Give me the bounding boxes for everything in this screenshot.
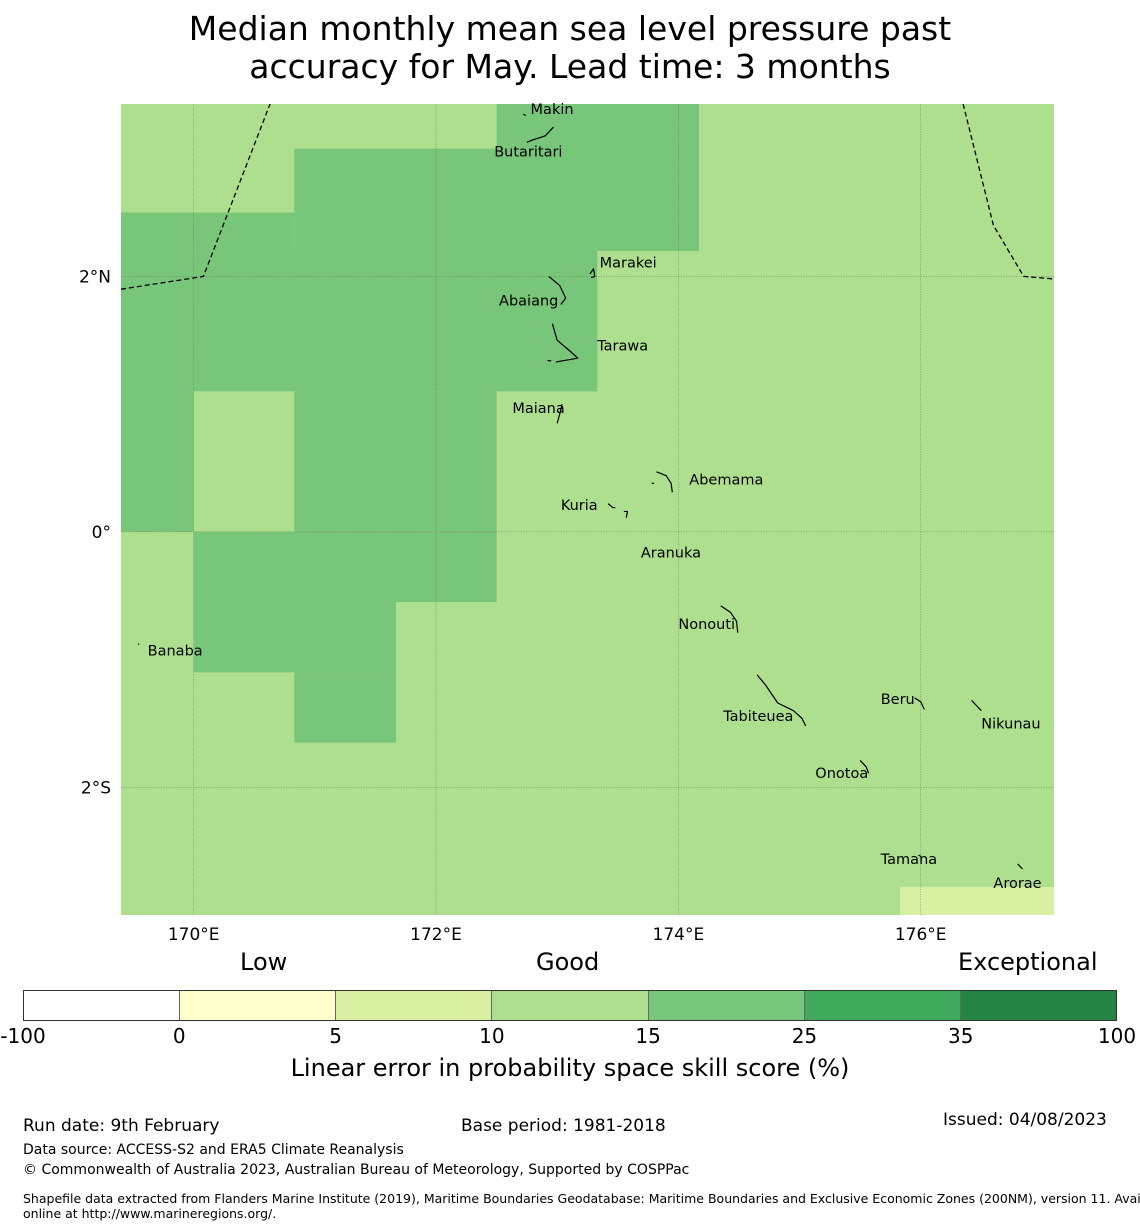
lat-tick-label: 2°N [79,267,111,287]
run-date: Run date: 9th February [23,1116,220,1136]
island-outline [551,323,579,363]
colorbar-tick-label: 15 [635,1024,661,1048]
colorbar-tick-label: 0 [172,1024,186,1048]
island-outline [656,471,673,493]
colorbar-segment [336,991,493,1020]
colorbar-segment [180,991,337,1020]
skill-cell [294,104,497,149]
lat-tick-label: 2°S [81,778,111,798]
place-label: Banaba [148,644,203,660]
eez-boundary [120,103,271,290]
island-outline [623,510,629,518]
skill-cell [121,212,295,251]
lon-tick-label: 176°E [895,925,947,945]
skill-cell [294,391,497,532]
colorbar-segment [960,991,1116,1020]
skill-cell [193,602,397,673]
chart-title: Median monthly mean sea level pressure p… [0,10,1140,86]
shapefile-credit-line-1: Shapefile data extracted from Flanders M… [23,1191,1140,1206]
skill-cell [193,250,598,392]
colorbar-tick-label: 25 [791,1024,818,1048]
title-line-2: accuracy for May. Lead time: 3 months [249,47,891,86]
shapefile-credit-line-2: online at http://www.marineregions.org/. [23,1206,277,1221]
island-outline [607,503,616,509]
colorbar-segment [24,991,181,1020]
place-label: Marakei [600,255,657,271]
colorbar-tick-label: 35 [947,1024,974,1048]
place-label: Nikunau [981,716,1040,732]
place-label: Nonouti [678,617,735,633]
skill-cell [496,104,699,251]
skill-cell [193,531,497,603]
island-outline [756,674,807,727]
place-label: Aranuka [641,545,701,561]
issued-date: Issued: 04/08/2023 [943,1110,1107,1130]
colorbar-segment [804,991,961,1020]
colorbar-tick-label: 10 [479,1024,505,1048]
place-label: Kuria [561,498,598,514]
data-source: Data source: ACCESS-S2 and ERA5 Climate … [23,1142,404,1158]
place-label: Abaiang [499,294,558,310]
eez-boundary [962,103,1055,280]
base-period: Base period: 1981-2018 [461,1116,666,1136]
lon-tick-label: 170°E [168,925,220,945]
place-label: Maiana [512,401,564,417]
island-outline [526,126,555,143]
island-outline [1017,863,1023,870]
place-label: Arorae [993,876,1041,892]
island-outline [914,697,925,710]
colorbar-tick-label: -100 [0,1024,46,1048]
colorbar-tick-label: 100 [1097,1024,1137,1048]
skill-cell [294,148,497,251]
island-outline [859,760,870,774]
place-label: Abemama [689,472,763,488]
skill-cell [900,886,1054,915]
island-outline [556,403,563,424]
colorbar-label: Linear error in probability space skill … [290,1054,850,1082]
copyright: © Commonwealth of Australia 2023, Austra… [23,1162,690,1178]
lon-tick-label: 174°E [653,925,705,945]
legend-header-exceptional: Exceptional [958,948,1098,976]
place-label: Onotoa [815,766,868,782]
island-outline [548,275,567,305]
colorbar [23,990,1117,1021]
island-outline [523,113,526,117]
island-outline [971,700,982,712]
place-label: Beru [881,692,915,708]
place-label: Butaritari [494,144,562,160]
colorbar-segment [492,991,649,1020]
place-label: Tamana [880,852,937,868]
island-outline [918,854,921,857]
island-outline [720,605,739,633]
place-label: Tarawa [596,338,648,354]
colorbar-tick-label: 5 [329,1024,342,1048]
place-label: Tabiteuea [722,709,793,725]
skill-cell [121,250,194,532]
skill-cell [193,104,295,213]
map-figure: Makin Butaritari Marakei Abaiang Tarawa Maian… [79,102,1055,945]
lon-tick-label: 172°E [410,925,462,945]
title-line-1: Median monthly mean sea level pressure p… [188,9,952,48]
place-label: Makin [531,102,574,118]
legend-header-good: Good [536,948,600,976]
lat-tick-label: 0° [92,523,111,543]
colorbar-segment [648,991,805,1020]
island-outline [589,268,596,279]
skill-cell [121,104,194,213]
skill-cell [294,672,397,743]
legend-header-low: Low [240,948,288,976]
